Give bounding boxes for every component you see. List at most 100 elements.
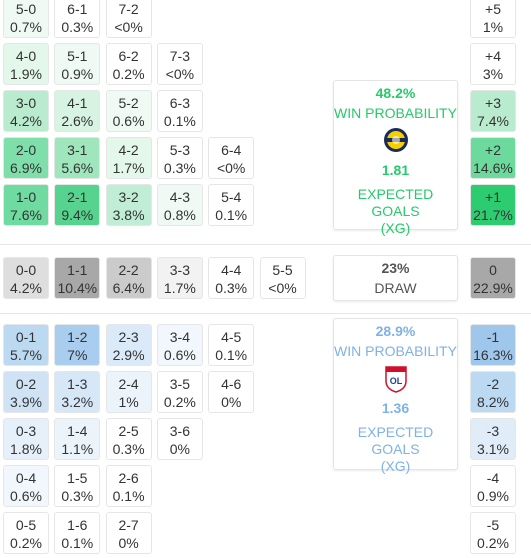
score: 7-3 — [169, 47, 190, 64]
score: 1-6 — [67, 516, 88, 533]
score-cell: 7-2 <0% — [105, 0, 152, 38]
score: 3-5 — [169, 375, 190, 392]
score-cell: 4-0 1.9% — [3, 42, 49, 85]
probability: 5.6% — [61, 159, 94, 176]
probability: 6.4% — [112, 280, 145, 296]
away-logo: OL — [384, 366, 407, 393]
score-cell: 3-4 0.6% — [156, 324, 203, 366]
score: 2-6 — [118, 469, 139, 486]
score-cell: 2-3 2.9% — [105, 324, 152, 366]
score: -3 — [486, 422, 500, 439]
score: 2-7 — [118, 516, 139, 533]
home-xg-label: EXPECTED GOALS (XG) — [357, 186, 434, 236]
margin-cell: +3 7.4% — [470, 89, 516, 132]
probability: 0.1% — [215, 206, 248, 223]
home-win-pct: 48.2% — [375, 85, 416, 101]
probability: 0.1% — [163, 112, 196, 129]
score-cell: 0-3 1.8% — [3, 417, 49, 460]
score-cell: 3-2 3.8% — [105, 183, 152, 226]
probability: 0.1% — [61, 534, 94, 551]
score-cell: 2-2 6.4% — [105, 257, 152, 299]
score-cell: 2-6 0.1% — [105, 464, 152, 507]
score-cell: 1-5 0.3% — [54, 464, 101, 507]
probability: 7% — [67, 347, 88, 363]
score: 5-0 — [15, 1, 37, 17]
score: -4 — [486, 469, 500, 486]
probability: 0.3% — [61, 487, 94, 504]
score: 3-2 — [118, 188, 139, 205]
probability: 0.1% — [215, 347, 248, 363]
score-cell: 4-3 0.8% — [156, 183, 203, 226]
probability: 0% — [169, 440, 190, 457]
probability: 0.8% — [163, 206, 196, 223]
score-cell: 3-5 0.2% — [156, 370, 203, 413]
score: 0-4 — [15, 469, 37, 486]
score: 4-2 — [118, 141, 139, 158]
probability: <0% — [268, 280, 297, 296]
score-cell: 2-1 9.4% — [54, 183, 101, 226]
margin-cell: +5 1% — [470, 0, 516, 38]
probability: 0.2% — [163, 393, 196, 410]
score: 3-1 — [67, 141, 88, 158]
probability: 6.9% — [10, 159, 42, 176]
score: 5-4 — [221, 188, 242, 205]
draw-label: DRAW — [374, 280, 417, 296]
draw-pct: 23% — [381, 260, 410, 276]
score-cell: 1-3 3.2% — [54, 370, 101, 413]
score: 4-4 — [221, 262, 242, 278]
home-xg: 1.81 — [381, 162, 410, 178]
score: 1-0 — [15, 188, 37, 205]
probability: 7.4% — [477, 112, 509, 129]
home-panel: 48.2% WIN PROBABILITY 1.81 EXPECTED GOAL… — [333, 80, 458, 236]
probability: 5.7% — [10, 347, 42, 363]
margin-cell: -1 16.3% — [470, 324, 516, 366]
score: 4-1 — [67, 94, 88, 111]
score-cell: 0-4 0.6% — [3, 464, 49, 507]
score: 4-6 — [221, 375, 242, 392]
score-cell: 6-4 <0% — [208, 136, 255, 179]
score: 1-1 — [67, 262, 88, 278]
probability: 4.2% — [10, 280, 42, 296]
probability: 0% — [221, 393, 242, 410]
score: 2-1 — [67, 188, 88, 205]
probability: 21.7% — [473, 206, 513, 223]
score: +2 — [485, 141, 501, 158]
probability: 4.2% — [10, 112, 42, 129]
score-cell: 0-5 0.2% — [3, 511, 49, 554]
draw-panel: 23% DRAW — [333, 255, 458, 301]
score-cell: 2-0 6.9% — [3, 136, 49, 179]
score: 5-3 — [169, 141, 190, 158]
probability: 0.3% — [112, 440, 145, 457]
score: 2-4 — [118, 375, 139, 392]
score-cell: 1-0 7.6% — [3, 183, 49, 226]
home-win-label: WIN PROBABILITY — [334, 105, 457, 121]
score-cell: 0-1 5.7% — [3, 324, 49, 366]
score: 2-3 — [118, 329, 139, 345]
probability: 0.3% — [215, 280, 248, 296]
score: 4-0 — [15, 47, 37, 64]
probability: 1.1% — [61, 440, 94, 457]
score: 0-3 — [15, 422, 37, 439]
probability: 3% — [482, 65, 504, 82]
probability: 0.9% — [61, 65, 94, 82]
score-cell: 4-1 2.6% — [54, 89, 101, 132]
probability: 1.9% — [10, 65, 42, 82]
score-cell: 2-5 0.3% — [105, 417, 152, 460]
score-cell: 7-3 <0% — [156, 42, 203, 85]
score: 6-1 — [67, 1, 88, 17]
score-cell: 1-2 7% — [54, 324, 101, 366]
score: 4-5 — [221, 329, 242, 345]
score: +4 — [485, 47, 501, 64]
score: 3-6 — [169, 422, 190, 439]
score-cell: 3-1 5.6% — [54, 136, 101, 179]
score: 0-5 — [15, 516, 37, 533]
score: +3 — [485, 94, 501, 111]
probability: 22.9% — [473, 280, 513, 296]
margin-cell: +1 21.7% — [470, 183, 516, 226]
score-cell: 5-5 <0% — [259, 257, 306, 299]
probability: 10.4% — [57, 280, 98, 296]
score: 1-4 — [67, 422, 88, 439]
score: 7-2 — [118, 1, 139, 17]
score: 1-3 — [67, 375, 88, 392]
score-cell: 5-1 0.9% — [54, 42, 101, 85]
